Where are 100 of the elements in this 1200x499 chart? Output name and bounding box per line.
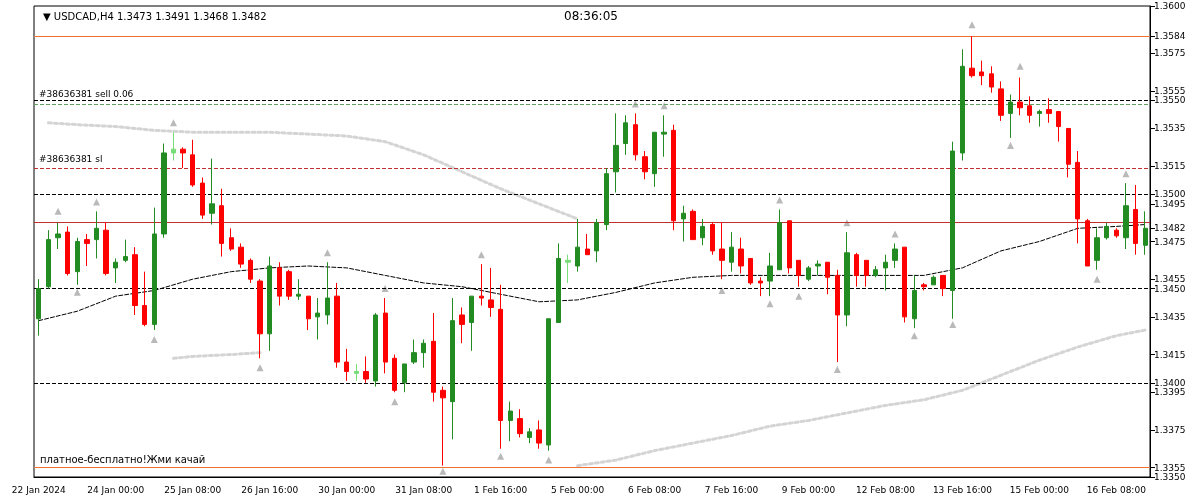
candlestick <box>450 297 455 440</box>
candlestick <box>142 271 147 327</box>
y-tick-label: 1.3350 <box>1154 472 1186 482</box>
candlestick <box>623 114 628 156</box>
candlestick <box>209 158 215 226</box>
candlestick <box>1133 184 1138 256</box>
candlestick <box>585 233 590 256</box>
x-tick-label: 15 Feb 00:00 <box>1009 484 1070 495</box>
candlestick <box>710 222 715 256</box>
point <box>54 207 62 215</box>
x-tick-label: 25 Jan 08:00 <box>164 484 222 495</box>
candlestick <box>940 274 946 297</box>
candlestick <box>864 259 869 288</box>
candlestick <box>84 233 90 267</box>
candlestick <box>960 48 965 161</box>
candlestick <box>931 274 936 286</box>
candlestick <box>373 312 378 388</box>
candlestick <box>479 263 484 307</box>
x-tick-label: 22 Jan 2024 <box>11 484 67 495</box>
point <box>795 292 803 300</box>
candlestick <box>806 265 811 282</box>
annotation: платное-бесплатно!Жми качай <box>40 453 206 465</box>
candlestick <box>700 218 705 246</box>
y-tick-label: 1.3555 <box>1154 85 1186 96</box>
point <box>1122 170 1130 178</box>
candlestick <box>594 218 599 263</box>
candlestick <box>1085 218 1090 267</box>
x-tick-label: 31 Jan 08:00 <box>395 484 453 495</box>
candlestick <box>508 401 513 442</box>
candlestick <box>989 65 994 94</box>
candlestick <box>46 229 51 290</box>
candlestick <box>344 348 349 382</box>
y-tick-label: 1.3575 <box>1154 48 1186 59</box>
candlestick <box>825 261 830 295</box>
candlestick <box>1017 77 1023 116</box>
y-tick-label: 1.3550 <box>1154 95 1186 106</box>
candlestick <box>1094 227 1100 271</box>
candlestick <box>267 256 272 352</box>
y-tick-label: 1.3584 <box>1154 31 1186 42</box>
point <box>949 320 957 328</box>
candlestick <box>815 259 821 276</box>
x-tick-label: 7 Feb 16:00 <box>704 484 759 495</box>
candlestick <box>1075 150 1080 244</box>
candlestick <box>1046 97 1052 124</box>
ref-line-label: #38636381 sell 0.06 <box>39 89 134 100</box>
point <box>323 249 331 257</box>
x-tick-label: 30 Jan 00:00 <box>318 484 376 495</box>
candlestick <box>681 205 686 242</box>
candlestick <box>286 269 292 301</box>
candlestick <box>979 60 984 86</box>
point <box>545 456 553 464</box>
candlestick <box>354 363 359 382</box>
candlestick <box>219 188 224 258</box>
candlestick <box>950 141 955 320</box>
candlestick <box>719 222 725 280</box>
candlestick <box>527 427 532 444</box>
candlestick <box>912 274 917 329</box>
candlestick <box>536 419 542 450</box>
y-tick-label: 1.3475 <box>1154 236 1186 247</box>
y-tick-label: 1.3500 <box>1154 189 1186 200</box>
point <box>477 251 485 259</box>
candlestick <box>383 297 388 374</box>
point <box>256 364 264 372</box>
candlestick <box>565 254 571 284</box>
point <box>1093 275 1101 283</box>
candlestick <box>633 112 638 161</box>
candlestick <box>844 231 850 327</box>
candlestick <box>1066 127 1071 178</box>
candlestick <box>796 259 801 288</box>
candlestick <box>392 354 397 393</box>
point <box>497 452 505 460</box>
candlestick <box>1008 94 1013 139</box>
candlestick <box>854 252 859 288</box>
y-tick-label: 1.3395 <box>1154 387 1186 398</box>
y-tick-label: 1.3600 <box>1154 1 1186 11</box>
candlestick <box>363 355 369 384</box>
candlestick <box>161 143 167 239</box>
candlestick <box>556 242 561 324</box>
candlestick <box>421 338 426 369</box>
point <box>833 366 841 374</box>
candlestick <box>55 222 61 250</box>
y-tick-label: 1.3415 <box>1154 349 1186 360</box>
point <box>73 288 81 296</box>
candlestick <box>1027 95 1032 124</box>
candlestick <box>36 278 41 337</box>
candlestick <box>787 220 792 275</box>
chart-title: ▼ USDCAD,H4 1.3473 1.3491 1.3468 1.3482 <box>43 10 267 22</box>
y-tick-label: 1.3535 <box>1154 123 1186 134</box>
candlestick <box>190 139 195 188</box>
candlestick <box>315 297 320 340</box>
candlestick <box>402 363 407 393</box>
candlestick <box>65 225 70 276</box>
x-tick-label: 9 Feb 00:00 <box>781 484 836 495</box>
candlestick <box>469 295 474 352</box>
candlestick <box>229 227 234 252</box>
x-tick-label: 26 Jan 16:00 <box>241 484 299 495</box>
candlestick <box>921 282 927 291</box>
candlestick <box>892 242 898 269</box>
candlestick <box>411 338 417 365</box>
candlestick <box>835 269 840 363</box>
